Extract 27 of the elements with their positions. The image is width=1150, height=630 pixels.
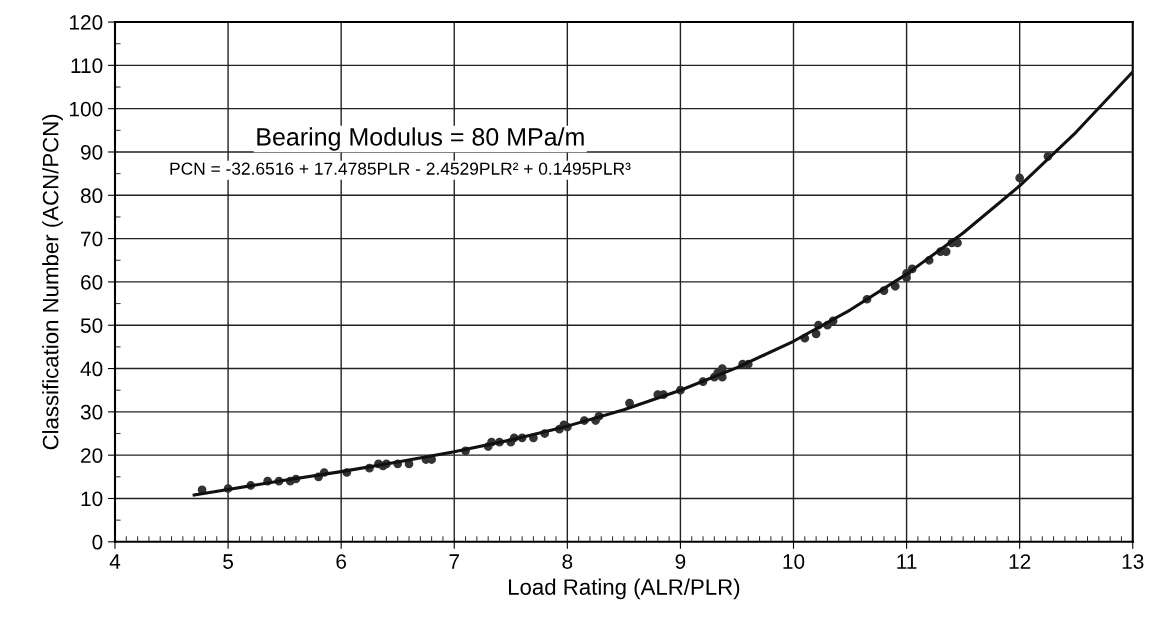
y-tick-label: 110 [71, 58, 103, 74]
y-tick-label: 80 [80, 188, 103, 204]
x-tick-label: 10 [783, 554, 805, 569]
x-tick-label: 6 [336, 554, 347, 569]
annotation: Bearing Modulus = 80 MPa/m [257, 127, 584, 151]
x-tick-label: 13 [1122, 554, 1144, 569]
y-tick-label: 120 [70, 15, 103, 30]
x-tick-label: 5 [223, 554, 233, 569]
y-tick-label: 20 [81, 448, 103, 463]
y-tick-label: 30 [80, 404, 103, 420]
y-tick-label: 10 [81, 491, 103, 507]
y-tick-label: 100 [70, 101, 103, 117]
y-axis-title: Classification Number (ACN/PCN) [42, 114, 63, 450]
y-tick-label: 60 [81, 274, 103, 290]
x-tick-label: 7 [449, 554, 459, 569]
y-tick-label: 40 [80, 361, 103, 377]
y-tick-label: 0 [92, 534, 103, 550]
y-tick-label: 70 [81, 231, 103, 247]
y-tick-label: 50 [80, 318, 103, 333]
x-tick-label: 4 [109, 554, 121, 569]
x-tick-label: 12 [1009, 554, 1031, 569]
y-tick-label: 90 [81, 144, 103, 160]
annotation: PCN = -32.6516 + 17.4785PLR - 2.4529PLR² + 0.1495PLR³ [170, 162, 631, 175]
x-tick-label: 9 [675, 554, 686, 569]
x-axis-title: Load Rating (ALR/PLR) [508, 578, 740, 600]
x-tick-label: 11 [897, 554, 917, 569]
x-tick-label: 8 [562, 554, 573, 569]
